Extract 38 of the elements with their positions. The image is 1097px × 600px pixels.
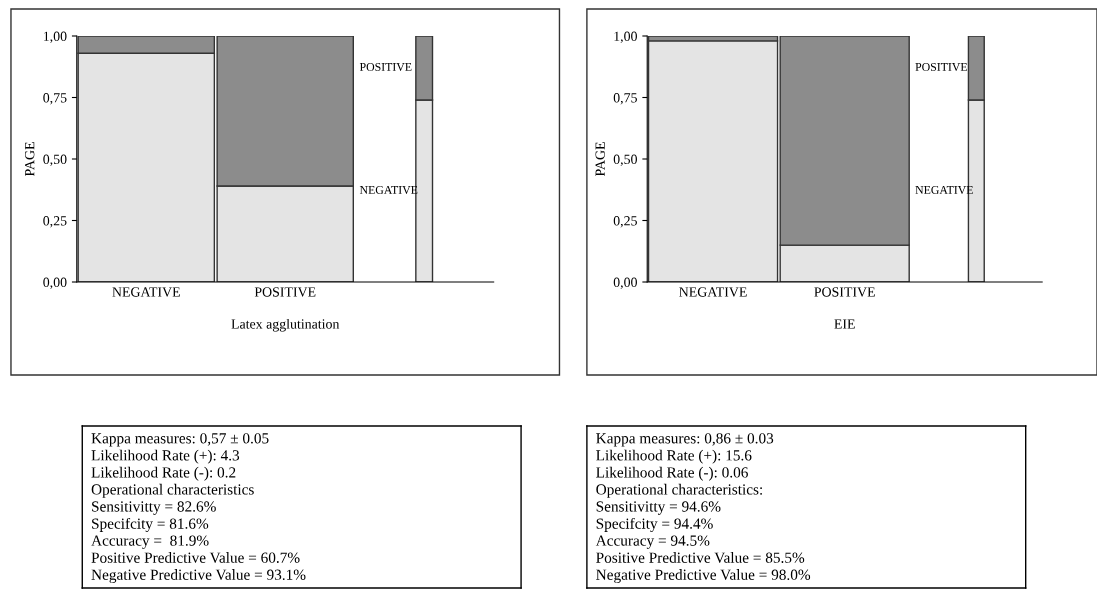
x-tick-label: POSITIVE — [254, 287, 316, 297]
text: Accuracy = 94.5% — [595, 535, 710, 549]
y-tick-label: 1,00 — [43, 31, 67, 43]
text: Accuracy = 81.9% — [91, 535, 209, 549]
x-tick-label: POSITIVE — [814, 287, 875, 297]
y-tick-label: 0,50 — [613, 154, 637, 166]
y-axis-title: PAGE — [25, 142, 35, 177]
text: Specifcity = 94.4% — [596, 517, 713, 532]
text: Negative Predictive Value = 93.1% — [91, 569, 306, 584]
text: Sensitivitty = 94.6% — [596, 501, 721, 515]
text: Kappa measures: 0,57 ± 0.05 — [91, 433, 269, 447]
text: Positive Predictive Value = 60.7% — [91, 552, 300, 563]
x-axis-title: Latex agglutination — [231, 318, 340, 332]
y-tick-label: 0,00 — [613, 277, 637, 289]
text: Negative Predictive Value = 98.0% — [596, 569, 811, 584]
text: Kappa measures: 0,86 ± 0.03 — [596, 433, 774, 447]
x-tick-label: NEGATIVE — [112, 287, 180, 297]
text: Sensitivitty = 82.6% — [92, 501, 216, 515]
series-label: POSITIVE — [359, 63, 412, 71]
series-label: POSITIVE — [915, 63, 967, 71]
y-tick-label: 0,75 — [43, 93, 67, 105]
text: Positive Predictive Value = 85.5% — [596, 552, 805, 563]
y-tick-label: 0,75 — [613, 93, 637, 105]
y-axis-title: PAGE — [595, 142, 605, 177]
x-axis-title: EIE — [834, 319, 855, 329]
text: Operational characteristics: — [596, 483, 762, 498]
text: Likelihood Rate (+): 4.3 — [91, 449, 240, 464]
text: Likelihood Rate (-): 0.2 — [91, 466, 236, 481]
text: Specifcity = 81.6% — [92, 517, 209, 532]
text: Operational characteristics — [91, 483, 254, 498]
y-tick-label: 0,00 — [43, 277, 67, 289]
text: Likelihood Rate (+): 15.6 — [596, 449, 752, 464]
y-tick-label: 1,00 — [614, 31, 637, 43]
y-tick-label: 0,25 — [613, 216, 637, 228]
y-tick-label: 0,50 — [43, 154, 67, 166]
text: Likelihood Rate (-): 0.06 — [596, 466, 748, 481]
y-tick-label: 0,25 — [43, 216, 67, 228]
x-tick-label: NEGATIVE — [679, 287, 747, 297]
